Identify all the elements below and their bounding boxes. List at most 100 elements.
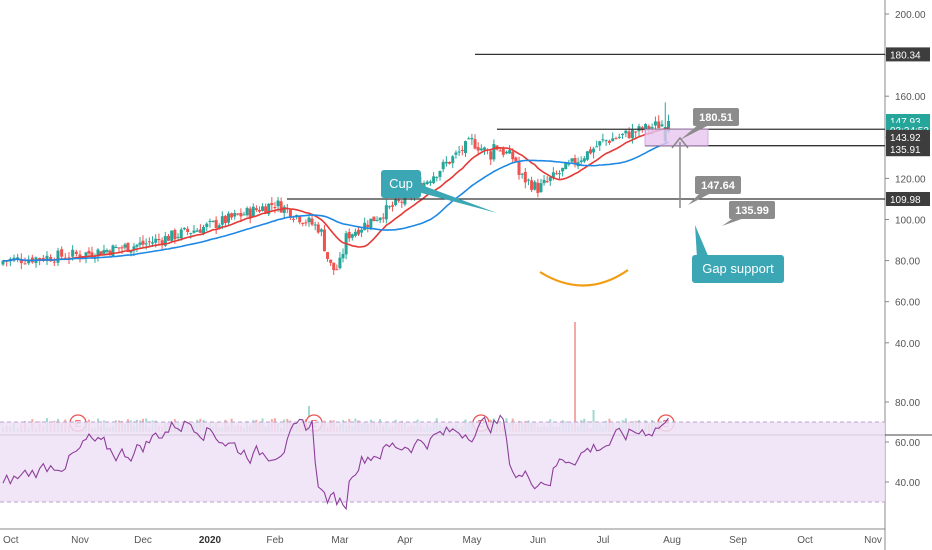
rsi-line: [2, 414, 669, 511]
candle-body: [41, 257, 45, 261]
candle-body: [647, 126, 651, 130]
cup-callout-box: [381, 170, 421, 198]
candle-body: [230, 213, 234, 218]
volume-bar: [574, 322, 577, 432]
candle-body: [564, 162, 568, 170]
candle-body: [120, 247, 124, 249]
time-tick-label: Oct: [797, 535, 813, 546]
candle-body: [604, 140, 608, 142]
candle-body: [542, 179, 546, 184]
candle-body: [634, 131, 638, 133]
candle-body: [520, 173, 524, 175]
candle-body: [381, 217, 385, 219]
candle-body: [99, 251, 103, 256]
candle-body: [501, 148, 505, 155]
cup-arc: [539, 269, 629, 287]
callout-180-51-box: [693, 108, 739, 126]
candle-body: [270, 203, 274, 205]
price-tag-box: [886, 191, 930, 206]
candle-body: [492, 144, 496, 160]
time-tick-label: Oct: [3, 535, 19, 546]
candle-body: [111, 245, 115, 257]
candle-body: [607, 140, 611, 143]
candle-body: [96, 249, 100, 257]
candle-body: [132, 246, 136, 251]
candle-body: [52, 261, 56, 263]
candle-body: [438, 171, 442, 177]
candle-body: [157, 238, 161, 240]
time-tick-label: Aug: [663, 535, 681, 546]
time-tick-label: Jun: [530, 535, 546, 546]
candle-body: [87, 250, 91, 254]
gap-callout-label: Gap support: [702, 261, 774, 276]
candle-body: [397, 199, 401, 201]
candle-body: [444, 161, 448, 164]
candle-body: [45, 255, 49, 261]
candle-body: [102, 250, 106, 254]
candle-body: [56, 250, 60, 263]
candle-body: [595, 146, 599, 148]
candle-body: [350, 234, 354, 238]
cup-callout-pointer: [414, 183, 497, 213]
candle-body: [147, 241, 151, 243]
candle-body: [332, 262, 336, 271]
candle-body: [179, 229, 183, 239]
candle-body: [611, 138, 615, 142]
candle-body: [425, 181, 429, 185]
candle-body: [186, 228, 190, 233]
candle-body: [313, 224, 317, 226]
candle-body: [192, 230, 196, 233]
candle-body: [539, 183, 543, 193]
candle-body: [223, 215, 227, 224]
rsi-tick-label: 80.00: [895, 398, 920, 409]
price-tick-label: 120.00: [895, 174, 926, 185]
price-tag-box: [886, 142, 930, 157]
candle-body: [369, 218, 373, 230]
candle-body: [630, 129, 634, 139]
candle-body: [667, 121, 671, 132]
candle-body: [251, 206, 255, 217]
candle-body: [504, 151, 508, 154]
candle-body: [375, 219, 379, 221]
candle-body: [508, 150, 512, 154]
candle-body: [38, 257, 42, 260]
candle-body: [387, 206, 391, 208]
callout-135-99-box: [729, 201, 775, 219]
price-tick-label: 200.00: [895, 10, 926, 21]
price-tick-label: 160.00: [895, 92, 926, 103]
time-tick-label: Dec: [134, 535, 152, 546]
candle-body: [316, 224, 320, 233]
candle-body: [310, 218, 314, 225]
candle-body: [479, 148, 483, 151]
price-tick-label: 100.00: [895, 216, 926, 227]
candle-body: [214, 219, 218, 229]
candle-body: [60, 249, 64, 257]
candle-body: [160, 240, 164, 245]
candle-body: [347, 231, 351, 239]
price-tag-label: 135.91: [890, 145, 921, 156]
rsi-tick-label: 40.00: [895, 478, 920, 489]
candle-body: [579, 160, 583, 163]
candle-body: [170, 230, 174, 241]
callout-147-64-label: 147.64: [701, 180, 736, 192]
candle-body: [536, 182, 540, 194]
time-tick-label: Nov: [864, 535, 882, 546]
candle-body: [282, 206, 286, 214]
candle-body: [276, 200, 280, 207]
callout-180-51-label: 180.51: [699, 112, 733, 124]
candle-body: [554, 173, 558, 175]
candle-body: [123, 244, 127, 248]
ma-fast-line: [2, 127, 669, 262]
candle-body: [304, 222, 308, 224]
candle-body: [432, 176, 436, 184]
candle-body: [384, 205, 388, 220]
candle-body: [208, 220, 212, 222]
candle-body: [288, 209, 292, 218]
candle-body: [470, 137, 474, 140]
candle-body: [394, 199, 398, 206]
candle-body: [598, 141, 602, 146]
candle-body: [322, 229, 326, 252]
price-tag-label: 147.93: [890, 117, 921, 128]
candle-body: [182, 227, 186, 230]
